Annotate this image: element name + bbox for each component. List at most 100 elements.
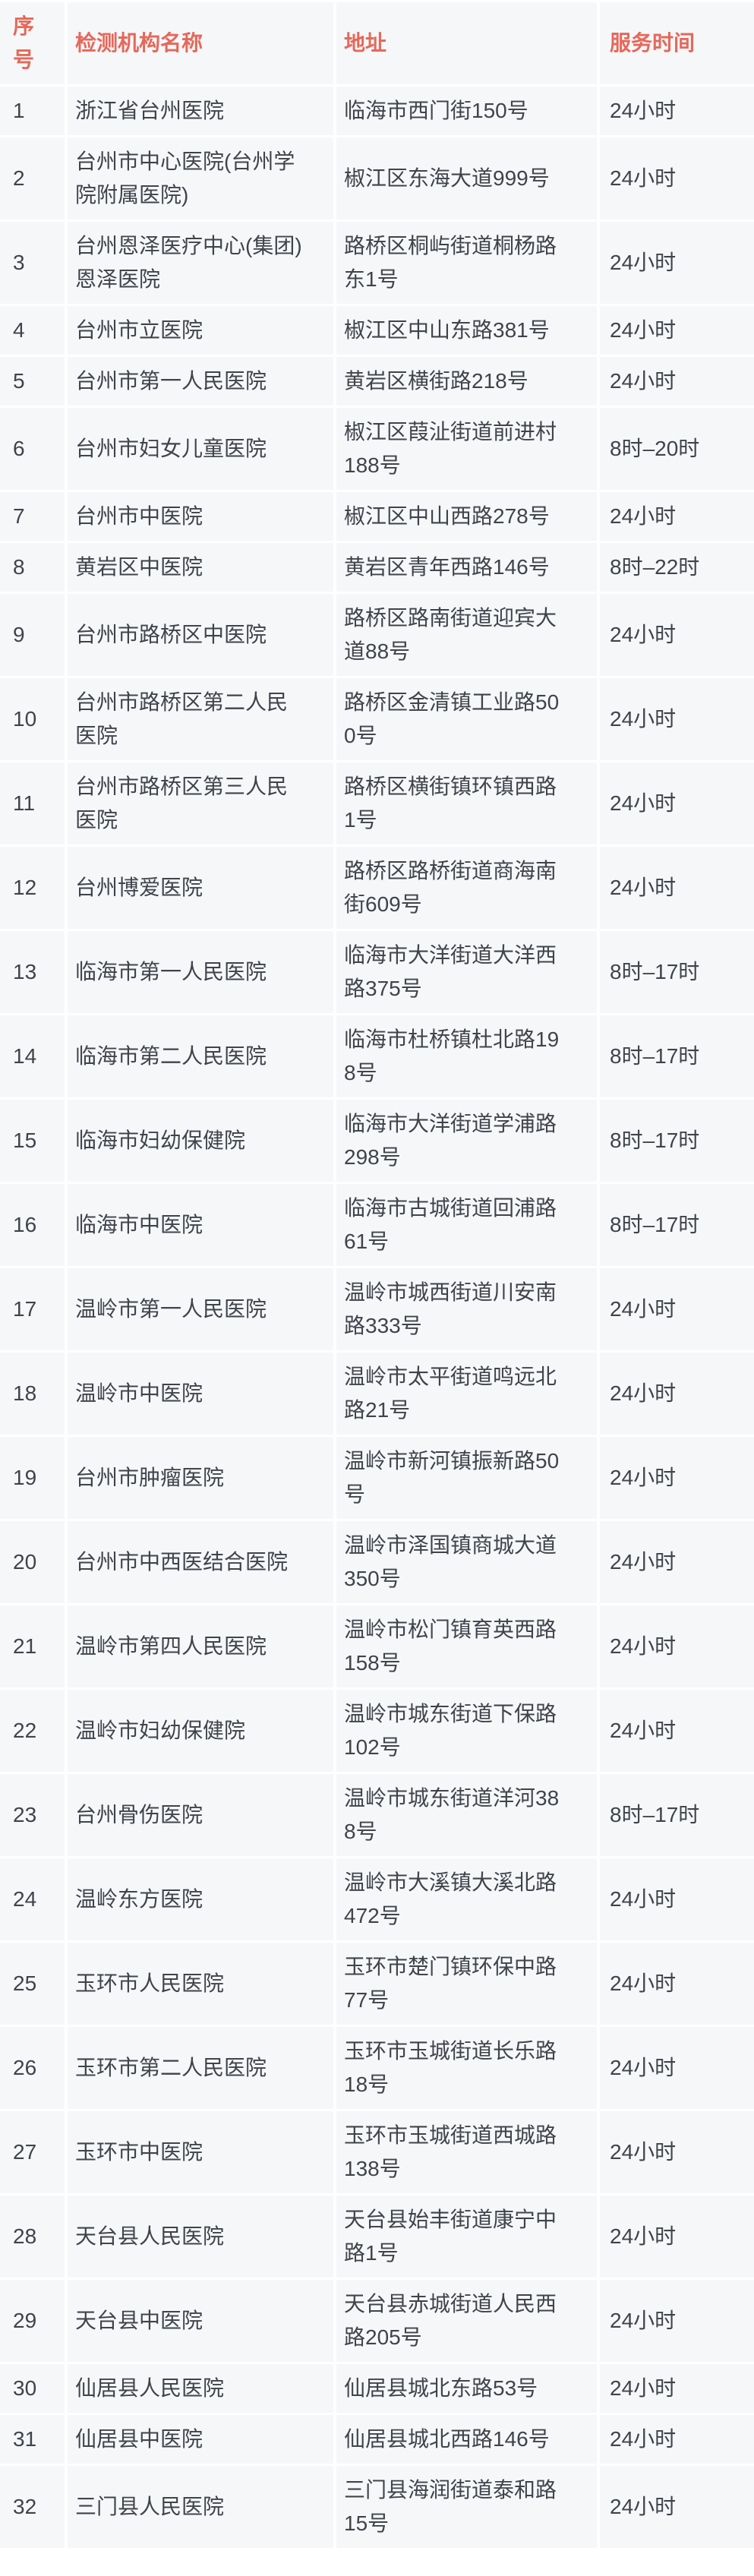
cell-institution-name: 台州市第一人民医院 bbox=[68, 357, 333, 406]
cell-row-index: 11 bbox=[0, 762, 65, 844]
cell-service-hours: 24小时 bbox=[600, 594, 754, 676]
cell-row-index: 3 bbox=[0, 222, 65, 304]
cell-institution-name: 温岭市中医院 bbox=[68, 1353, 333, 1435]
cell-row-index: 18 bbox=[0, 1353, 65, 1435]
cell-address: 温岭市城东街道洋河388号 bbox=[336, 1774, 597, 1856]
cell-address: 椒江区中山东路381号 bbox=[336, 306, 597, 355]
cell-row-index: 6 bbox=[0, 408, 65, 490]
cell-service-hours: 24小时 bbox=[600, 762, 754, 844]
cell-service-hours: 24小时 bbox=[600, 847, 754, 929]
cell-address: 温岭市松门镇育英西路158号 bbox=[336, 1605, 597, 1687]
cell-address: 路桥区桐屿街道桐杨路东1号 bbox=[336, 222, 597, 304]
cell-row-index: 15 bbox=[0, 1100, 65, 1182]
cell-address: 玉环市楚门镇环保中路77号 bbox=[336, 1943, 597, 2025]
cell-service-hours: 24小时 bbox=[600, 357, 754, 406]
cell-service-hours: 24小时 bbox=[600, 1858, 754, 1940]
cell-address: 温岭市泽国镇商城大道350号 bbox=[336, 1521, 597, 1603]
cell-row-index: 20 bbox=[0, 1521, 65, 1603]
column-header-hours: 服务时间 bbox=[600, 2, 754, 84]
cell-institution-name: 天台县中医院 bbox=[68, 2280, 333, 2362]
cell-address: 路桥区路桥街道商海南街609号 bbox=[336, 847, 597, 929]
cell-institution-name: 仙居县人民医院 bbox=[68, 2364, 333, 2413]
cell-institution-name: 台州市中心医院(台州学院附属医院) bbox=[68, 137, 333, 219]
cell-address: 仙居县城北西路146号 bbox=[336, 2415, 597, 2464]
cell-row-index: 13 bbox=[0, 931, 65, 1013]
cell-row-index: 31 bbox=[0, 2415, 65, 2464]
cell-row-index: 9 bbox=[0, 594, 65, 676]
cell-row-index: 23 bbox=[0, 1774, 65, 1856]
cell-institution-name: 台州市肿瘤医院 bbox=[68, 1437, 333, 1519]
cell-row-index: 5 bbox=[0, 357, 65, 406]
cell-institution-name: 台州骨伤医院 bbox=[68, 1774, 333, 1856]
column-header-name: 检测机构名称 bbox=[68, 2, 333, 84]
cell-row-index: 16 bbox=[0, 1184, 65, 1266]
cell-address: 温岭市城西街道川安南路333号 bbox=[336, 1268, 597, 1350]
cell-institution-name: 温岭市第四人民医院 bbox=[68, 1605, 333, 1687]
cell-row-index: 32 bbox=[0, 2466, 65, 2548]
cell-service-hours: 24小时 bbox=[600, 1943, 754, 2025]
cell-row-index: 10 bbox=[0, 678, 65, 760]
cell-service-hours: 8时–17时 bbox=[600, 1100, 754, 1182]
cell-institution-name: 玉环市中医院 bbox=[68, 2111, 333, 2193]
cell-address: 路桥区金清镇工业路500号 bbox=[336, 678, 597, 760]
cell-row-index: 21 bbox=[0, 1605, 65, 1687]
cell-row-index: 25 bbox=[0, 1943, 65, 2025]
cell-institution-name: 温岭市第一人民医院 bbox=[68, 1268, 333, 1350]
column-header-address: 地址 bbox=[336, 2, 597, 84]
cell-address: 天台县始丰街道康宁中路1号 bbox=[336, 2196, 597, 2278]
cell-institution-name: 台州市路桥区第三人民医院 bbox=[68, 762, 333, 844]
cell-address: 临海市西门街150号 bbox=[336, 87, 597, 135]
cell-institution-name: 台州市中西医结合医院 bbox=[68, 1521, 333, 1603]
cell-address: 黄岩区横街路218号 bbox=[336, 357, 597, 406]
cell-institution-name: 台州市路桥区第二人民医院 bbox=[68, 678, 333, 760]
cell-service-hours: 8时–20时 bbox=[600, 408, 754, 490]
cell-service-hours: 24小时 bbox=[600, 1268, 754, 1350]
cell-row-index: 22 bbox=[0, 1690, 65, 1772]
cell-row-index: 1 bbox=[0, 87, 65, 135]
cell-institution-name: 临海市第一人民医院 bbox=[68, 931, 333, 1013]
cell-institution-name: 玉环市人民医院 bbox=[68, 1943, 333, 2025]
cell-address: 临海市杜桥镇杜北路198号 bbox=[336, 1015, 597, 1097]
cell-row-index: 2 bbox=[0, 137, 65, 219]
cell-row-index: 4 bbox=[0, 306, 65, 355]
cell-institution-name: 三门县人民医院 bbox=[68, 2466, 333, 2548]
cell-address: 天台县赤城街道人民西路205号 bbox=[336, 2280, 597, 2362]
cell-row-index: 17 bbox=[0, 1268, 65, 1350]
cell-row-index: 24 bbox=[0, 1858, 65, 1940]
cell-institution-name: 台州市立医院 bbox=[68, 306, 333, 355]
cell-service-hours: 24小时 bbox=[600, 2364, 754, 2413]
cell-service-hours: 24小时 bbox=[600, 137, 754, 219]
cell-address: 玉环市玉城街道西城路138号 bbox=[336, 2111, 597, 2193]
cell-address: 椒江区葭沚街道前进村188号 bbox=[336, 408, 597, 490]
cell-address: 温岭市太平街道鸣远北路21号 bbox=[336, 1353, 597, 1435]
cell-institution-name: 玉环市第二人民医院 bbox=[68, 2027, 333, 2109]
cell-service-hours: 8时–17时 bbox=[600, 1774, 754, 1856]
cell-row-index: 28 bbox=[0, 2196, 65, 2278]
cell-address: 路桥区横街镇环镇西路1号 bbox=[336, 762, 597, 844]
cell-institution-name: 台州市中医院 bbox=[68, 492, 333, 541]
cell-row-index: 14 bbox=[0, 1015, 65, 1097]
cell-service-hours: 24小时 bbox=[600, 1353, 754, 1435]
cell-address: 路桥区路南街道迎宾大道88号 bbox=[336, 594, 597, 676]
cell-row-index: 12 bbox=[0, 847, 65, 929]
cell-institution-name: 温岭市妇幼保健院 bbox=[68, 1690, 333, 1772]
cell-service-hours: 8时–17时 bbox=[600, 1184, 754, 1266]
cell-institution-name: 天台县人民医院 bbox=[68, 2196, 333, 2278]
cell-institution-name: 浙江省台州医院 bbox=[68, 87, 333, 135]
cell-institution-name: 台州恩泽医疗中心(集团)恩泽医院 bbox=[68, 222, 333, 304]
cell-service-hours: 24小时 bbox=[600, 2196, 754, 2278]
cell-service-hours: 24小时 bbox=[600, 1690, 754, 1772]
cell-institution-name: 临海市中医院 bbox=[68, 1184, 333, 1266]
cell-service-hours: 24小时 bbox=[600, 2111, 754, 2193]
cell-address: 温岭市新河镇振新路50号 bbox=[336, 1437, 597, 1519]
cell-institution-name: 台州市路桥区中医院 bbox=[68, 594, 333, 676]
cell-service-hours: 24小时 bbox=[600, 2280, 754, 2362]
cell-address: 黄岩区青年西路146号 bbox=[336, 543, 597, 592]
cell-service-hours: 24小时 bbox=[600, 2027, 754, 2109]
cell-address: 仙居县城北东路53号 bbox=[336, 2364, 597, 2413]
cell-institution-name: 台州博爱医院 bbox=[68, 847, 333, 929]
cell-service-hours: 8时–17时 bbox=[600, 1015, 754, 1097]
cell-row-index: 19 bbox=[0, 1437, 65, 1519]
cell-service-hours: 24小时 bbox=[600, 678, 754, 760]
